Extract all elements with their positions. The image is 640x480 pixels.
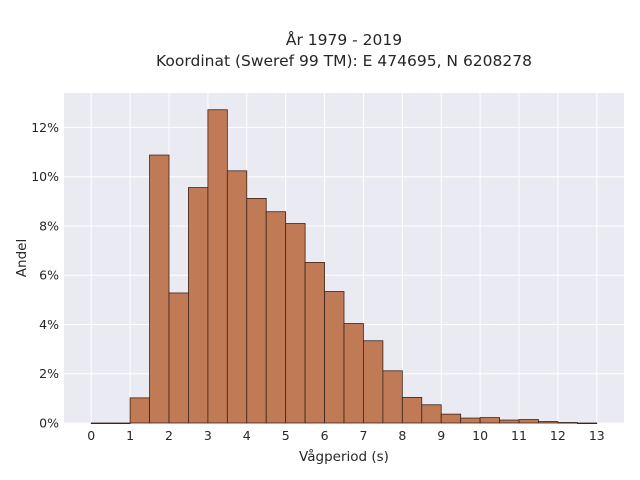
- y-axis-ticks: 0% 2% 4% 6% 8% 10% 12%: [31, 120, 59, 431]
- x-tick-label: 1: [126, 428, 134, 443]
- chart-subtitle: Koordinat (Sweref 99 TM): E 474695, N 62…: [156, 52, 532, 70]
- histogram-bar: [168, 292, 189, 424]
- histogram-bar: [285, 223, 306, 424]
- x-tick-label: 10: [472, 428, 488, 443]
- chart-title: År 1979 - 2019: [286, 30, 402, 49]
- bars: [90, 109, 598, 425]
- y-axis-label: Andel: [14, 239, 30, 277]
- histogram-bar: [90, 422, 112, 425]
- y-tick-label: 6%: [39, 268, 59, 283]
- histogram-bar: [226, 170, 248, 424]
- y-tick-label: 10%: [31, 169, 59, 184]
- histogram-bar: [382, 370, 403, 424]
- histogram-bar: [343, 323, 364, 424]
- x-tick-label: 5: [282, 428, 290, 443]
- histogram-bar: [538, 421, 559, 424]
- y-tick-label: 4%: [39, 317, 59, 332]
- x-tick-label: 12: [550, 428, 566, 443]
- histogram-bar: [460, 417, 481, 424]
- histogram-bar: [246, 198, 267, 424]
- x-tick-label: 0: [87, 428, 95, 443]
- x-tick-label: 11: [511, 428, 527, 443]
- histogram-bar: [207, 109, 228, 424]
- histogram-bar: [110, 422, 131, 425]
- x-tick-label: 13: [589, 428, 605, 443]
- x-tick-label: 6: [321, 428, 329, 443]
- histogram-bar: [557, 422, 578, 424]
- y-tick-label: 2%: [39, 366, 59, 381]
- x-axis-label: Vågperiod (s): [299, 448, 389, 465]
- histogram-bar: [363, 340, 384, 424]
- histogram-bar: [324, 291, 345, 424]
- x-tick-label: 9: [437, 428, 445, 443]
- x-tick-label: 3: [204, 428, 212, 443]
- histogram-bar: [479, 417, 500, 424]
- y-tick-label: 8%: [39, 218, 59, 233]
- histogram-bar: [304, 262, 325, 424]
- x-tick-label: 4: [243, 428, 251, 443]
- y-tick-label: 0%: [39, 416, 59, 431]
- histogram-bar: [188, 187, 209, 424]
- histogram-bar: [499, 419, 520, 424]
- x-axis-ticks: 0 1 2 3 4 5 6 7 8 9 10 11 12 13: [87, 428, 604, 443]
- histogram-bar: [265, 211, 287, 424]
- x-tick-label: 2: [165, 428, 173, 443]
- histogram-bar: [129, 397, 150, 424]
- x-tick-label: 7: [359, 428, 367, 443]
- x-tick-label: 8: [398, 428, 406, 443]
- y-tick-label: 12%: [31, 120, 59, 135]
- histogram-bar: [149, 154, 170, 424]
- histogram-bar: [440, 413, 462, 424]
- histogram-bar: [576, 422, 598, 425]
- histogram-bar: [401, 396, 423, 424]
- histogram-bar: [421, 404, 442, 424]
- histogram-bar: [518, 419, 539, 424]
